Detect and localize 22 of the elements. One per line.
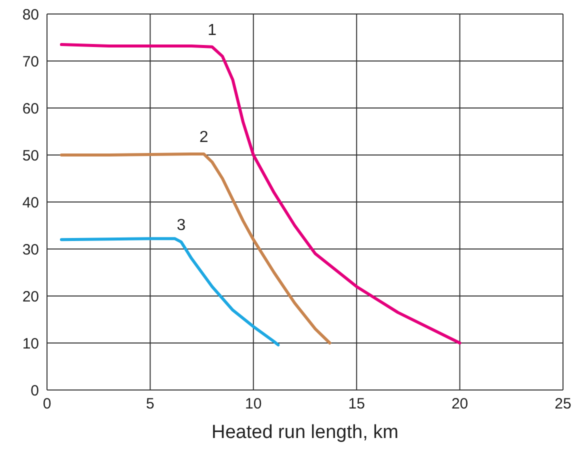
y-tick-label: 10: [22, 335, 39, 352]
y-tick-label: 40: [22, 194, 39, 212]
x-tick-label: 15: [348, 396, 365, 413]
x-tick-label: 10: [245, 396, 262, 413]
y-tick-label: 80: [22, 6, 39, 24]
line-series: [60, 43, 462, 344]
series-label: 2: [199, 129, 208, 146]
x-tick-label: 20: [451, 396, 468, 413]
y-tick-label: 50: [22, 147, 39, 164]
line-series: [60, 237, 280, 346]
x-tick-label: 0: [42, 396, 52, 413]
x-tick-label: 25: [554, 396, 572, 413]
line-series: [60, 152, 332, 344]
x-axis-title: Heated run length, km: [212, 422, 398, 443]
y-tick-label: 30: [22, 241, 39, 258]
y-tick-label: 70: [22, 53, 39, 70]
series-label: 3: [176, 216, 186, 234]
y-tick-label: 20: [22, 288, 39, 306]
y-tick-label: 0: [30, 382, 39, 400]
series-label: 1: [208, 22, 217, 39]
x-tick-label: 5: [146, 396, 154, 413]
y-tick-label: 60: [22, 100, 39, 118]
